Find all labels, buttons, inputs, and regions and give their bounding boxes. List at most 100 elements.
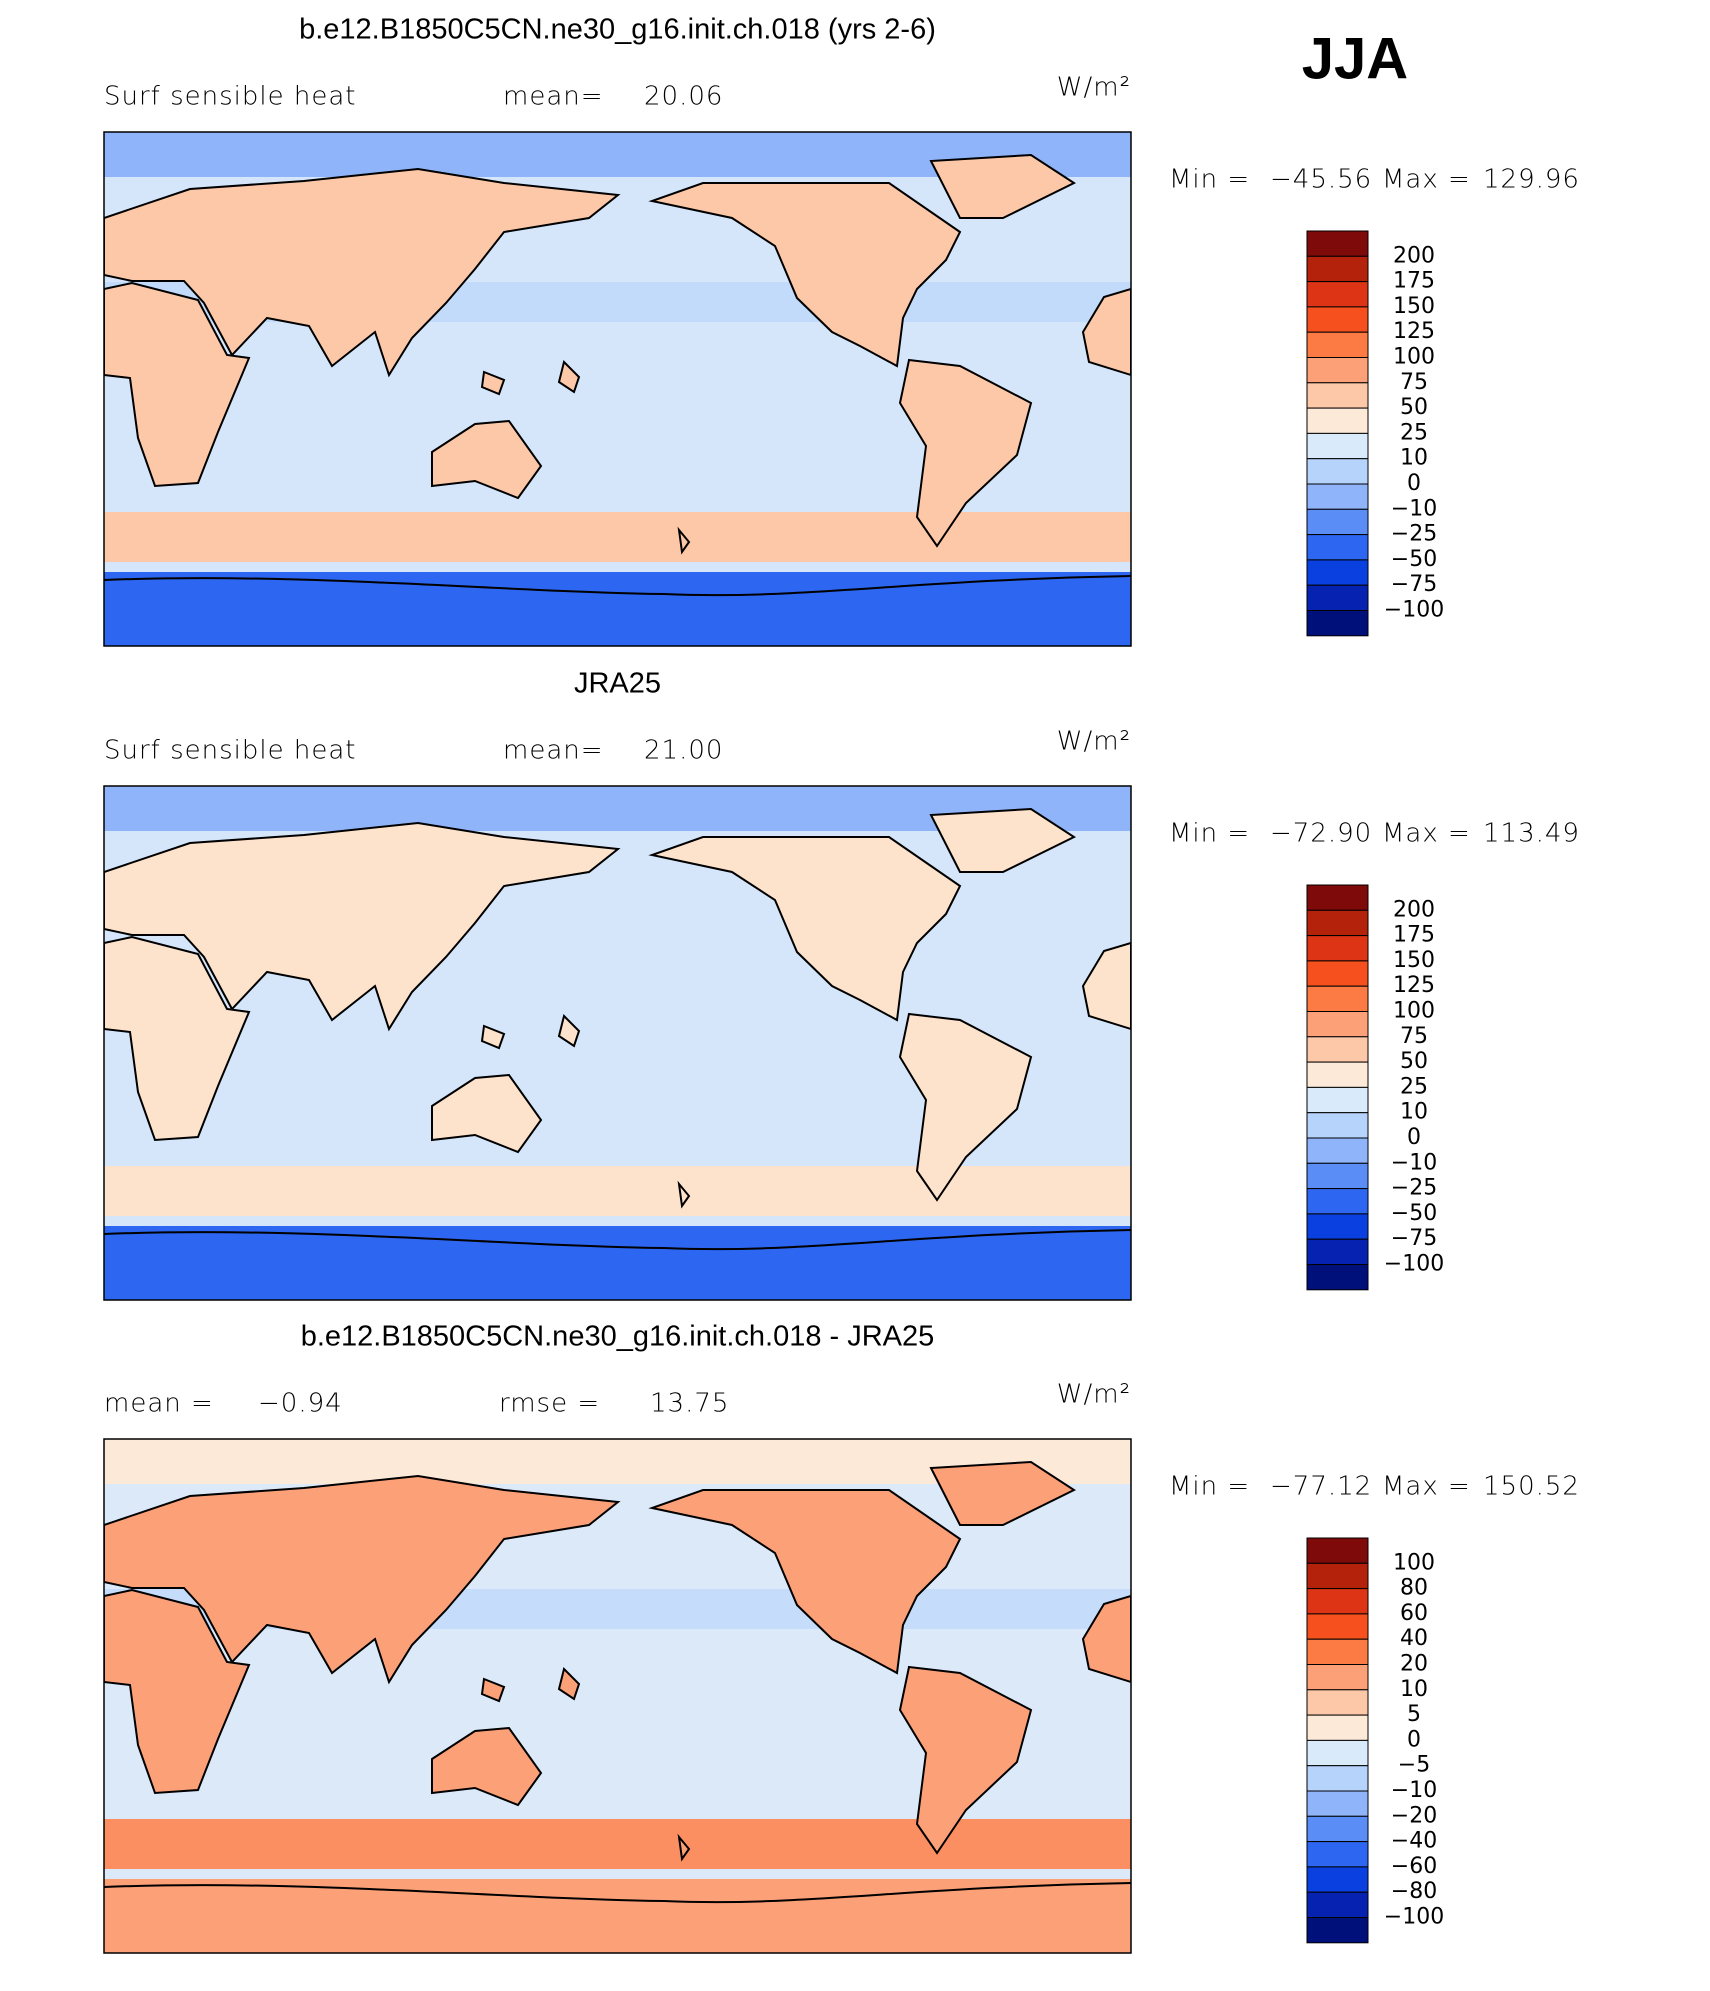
colorbar-label: −25 [1391, 1176, 1437, 1201]
colorbar-box [1306, 1537, 1369, 1564]
max-label: Max = [1382, 819, 1471, 849]
stat-value: 13.75 [650, 1389, 729, 1419]
colorbar-box [1306, 935, 1369, 962]
colorbar-box [1306, 1613, 1369, 1640]
colorbar-box [1306, 508, 1369, 536]
stat-label: mean= [503, 82, 604, 112]
colorbar-label: −10 [1391, 1150, 1437, 1175]
colorbar-box [1306, 483, 1369, 510]
panel-title: JRA25 [574, 668, 661, 700]
colorbar-label: 175 [1393, 923, 1435, 948]
colorbar-label: 150 [1393, 294, 1435, 319]
panel: JRA25 Surf sensible heat mean= 21.00 W/m² Min… [103, 668, 1580, 1301]
colorbar-box [1306, 1866, 1369, 1893]
max-value: 129.96 [1483, 165, 1580, 195]
stat-value: 21.00 [644, 736, 723, 766]
colorbar-label: −40 [1391, 1829, 1437, 1854]
map [104, 786, 1131, 1300]
colorbar-label: 100 [1393, 1550, 1435, 1575]
colorbar-label: −100 [1384, 1905, 1444, 1930]
map-frame [103, 1438, 1132, 1954]
max-value: 150.52 [1483, 1472, 1580, 1502]
stat-value: −0.94 [258, 1389, 343, 1419]
stat-label: mean = [104, 1389, 214, 1419]
colorbar-label: 80 [1400, 1576, 1428, 1601]
panel: b.e12.B1850C5CN.ne30_g16.init.ch.018 (yr… [103, 14, 1580, 647]
colorbar-box [1306, 1588, 1369, 1615]
colorbar-label: 75 [1400, 370, 1428, 395]
colorbar-label: −10 [1391, 1778, 1437, 1803]
stat-label: mean= [503, 736, 604, 766]
colorbar-box [1306, 1213, 1369, 1240]
colorbar-box [1306, 255, 1369, 283]
colorbar-label: 100 [1393, 999, 1435, 1024]
colorbar-label: 20 [1400, 1652, 1428, 1677]
colorbar-box [1306, 1917, 1369, 1944]
colorbar-box [1306, 1562, 1369, 1590]
colorbar-box [1306, 1689, 1369, 1716]
stat-label: rmse = [499, 1389, 600, 1419]
colorbar-box [1306, 534, 1369, 561]
max-label: Max = [1382, 165, 1471, 195]
colorbar-label: 25 [1400, 1074, 1428, 1099]
colorbar-label: 40 [1400, 1626, 1428, 1651]
colorbar-label: 125 [1393, 973, 1435, 998]
colorbar-label: −100 [1384, 1252, 1444, 1277]
colorbar-box [1306, 1765, 1369, 1792]
colorbar-label: 10 [1400, 446, 1428, 471]
colorbar-box [1306, 306, 1369, 333]
colorbar-box [1306, 1891, 1369, 1918]
colorbar-label: −80 [1391, 1879, 1437, 1904]
min-value: −72.90 [1270, 819, 1372, 849]
colorbar-label: 150 [1393, 948, 1435, 973]
colorbar-label: 0 [1407, 1125, 1421, 1150]
colorbar-box [1306, 1714, 1369, 1741]
min-label: Min = [1169, 1472, 1250, 1502]
colorbar-box [1306, 1815, 1369, 1843]
colorbar-label: 200 [1393, 243, 1435, 268]
map-frame [103, 785, 1132, 1301]
panel-title: b.e12.B1850C5CN.ne30_g16.init.ch.018 (yr… [299, 14, 936, 46]
colorbar-box [1306, 1086, 1369, 1114]
panel: b.e12.B1850C5CN.ne30_g16.init.ch.018 - J… [103, 1321, 1580, 1954]
colorbar-label: −75 [1391, 1226, 1437, 1251]
stat-value: 20.06 [644, 82, 723, 112]
colorbar-label: −50 [1391, 547, 1437, 572]
colorbar-label: −20 [1391, 1803, 1437, 1828]
colorbar-box [1306, 584, 1369, 612]
colorbar-label: −10 [1391, 496, 1437, 521]
colorbar-box [1306, 458, 1369, 485]
colorbar-box [1306, 1739, 1369, 1767]
colorbar-box [1306, 1188, 1369, 1215]
colorbar-label: 0 [1407, 1727, 1421, 1752]
colorbar-label: −50 [1391, 1201, 1437, 1226]
colorbar-box [1306, 909, 1369, 937]
max-value: 113.49 [1483, 819, 1580, 849]
variable-label: Surf sensible heat [104, 736, 356, 766]
colorbar-label: 25 [1400, 420, 1428, 445]
map [104, 132, 1131, 646]
colorbar-label: 50 [1400, 395, 1428, 420]
colorbar-label: −75 [1391, 572, 1437, 597]
colorbar-box [1306, 1638, 1369, 1665]
colorbar-box [1306, 357, 1369, 384]
colorbar-label: 100 [1393, 345, 1435, 370]
colorbar-label: 10 [1400, 1100, 1428, 1125]
colorbar-box [1306, 1011, 1369, 1038]
colorbar-box [1306, 1112, 1369, 1139]
units-label: W/m² [1057, 73, 1131, 103]
colorbar-box [1306, 407, 1369, 434]
min-label: Min = [1169, 819, 1250, 849]
min-value: −77.12 [1270, 1472, 1372, 1502]
colorbar-box [1306, 610, 1369, 637]
max-label: Max = [1382, 1472, 1471, 1502]
colorbar-box [1306, 1162, 1369, 1190]
colorbar-label: 175 [1393, 269, 1435, 294]
colorbar-label: 200 [1393, 897, 1435, 922]
colorbar-label: −60 [1391, 1854, 1437, 1879]
colorbar-box [1306, 985, 1369, 1013]
colorbar-label: 0 [1407, 471, 1421, 496]
colorbar-box [1306, 281, 1369, 308]
colorbar-box [1306, 230, 1369, 257]
